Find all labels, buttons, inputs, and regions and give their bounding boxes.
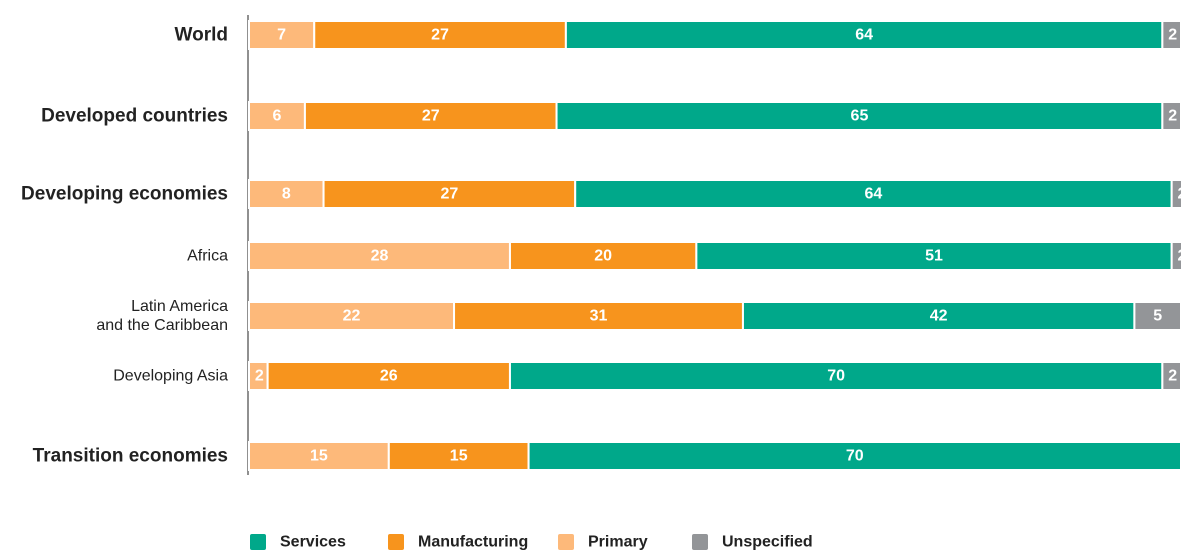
category-label: Developing economies <box>21 183 228 205</box>
value-label: 2 <box>1168 108 1177 125</box>
legend-swatch <box>250 534 266 550</box>
bar-segment <box>574 179 1173 209</box>
value-label: 2 <box>1168 368 1177 385</box>
bar-segment <box>248 101 306 131</box>
bar-segment <box>508 241 698 271</box>
category-label: Developed countries <box>41 105 228 127</box>
value-label: 22 <box>343 308 361 325</box>
bar-segment <box>564 20 1164 50</box>
value-label: 70 <box>846 448 864 465</box>
value-label: 2 <box>1178 186 1181 203</box>
value-label: 42 <box>930 308 948 325</box>
legend-swatch <box>692 534 708 550</box>
value-label: 27 <box>431 27 449 44</box>
bar-segment <box>266 361 511 391</box>
legend-label: Unspecified <box>722 534 813 550</box>
bar-segment <box>527 441 1181 471</box>
value-label: 2 <box>1168 27 1177 44</box>
value-label: 28 <box>371 248 389 265</box>
category-label: World <box>174 24 228 46</box>
bar-segment <box>555 101 1164 131</box>
bar-segment <box>387 441 530 471</box>
category-label: Africa <box>187 247 228 265</box>
legend-label: Primary <box>588 534 648 550</box>
value-label: 6 <box>273 108 282 125</box>
legend-label: Manufacturing <box>418 534 528 550</box>
value-label: 64 <box>855 27 873 44</box>
value-label: 2 <box>1178 248 1181 265</box>
value-label: 26 <box>380 368 398 385</box>
legend-swatch <box>558 534 574 550</box>
bar-segment <box>1170 179 1181 209</box>
category-label: Transition economies <box>32 445 228 467</box>
value-label: 15 <box>450 448 468 465</box>
value-label: 51 <box>925 248 943 265</box>
value-label: 31 <box>590 308 608 325</box>
value-label: 15 <box>310 448 328 465</box>
legend-swatch <box>388 534 404 550</box>
value-label: 27 <box>440 186 458 203</box>
value-label: 7 <box>277 27 286 44</box>
bar-segment <box>248 241 511 271</box>
value-label: 20 <box>594 248 612 265</box>
category-label: Developing Asia <box>113 367 228 385</box>
value-label: 2 <box>255 368 264 385</box>
value-label: 70 <box>827 368 845 385</box>
bar-segment <box>1133 301 1181 331</box>
bar-segment <box>695 241 1173 271</box>
bar-segment <box>1170 241 1181 271</box>
bar-segment <box>313 20 567 50</box>
value-label: 8 <box>282 186 291 203</box>
legend-label: Services <box>280 534 346 550</box>
value-label: 64 <box>865 186 883 203</box>
category-label: Latin America and the Caribbean <box>96 298 228 334</box>
value-label: 27 <box>422 108 440 125</box>
value-label: 65 <box>851 108 869 125</box>
value-label: 5 <box>1153 308 1162 325</box>
